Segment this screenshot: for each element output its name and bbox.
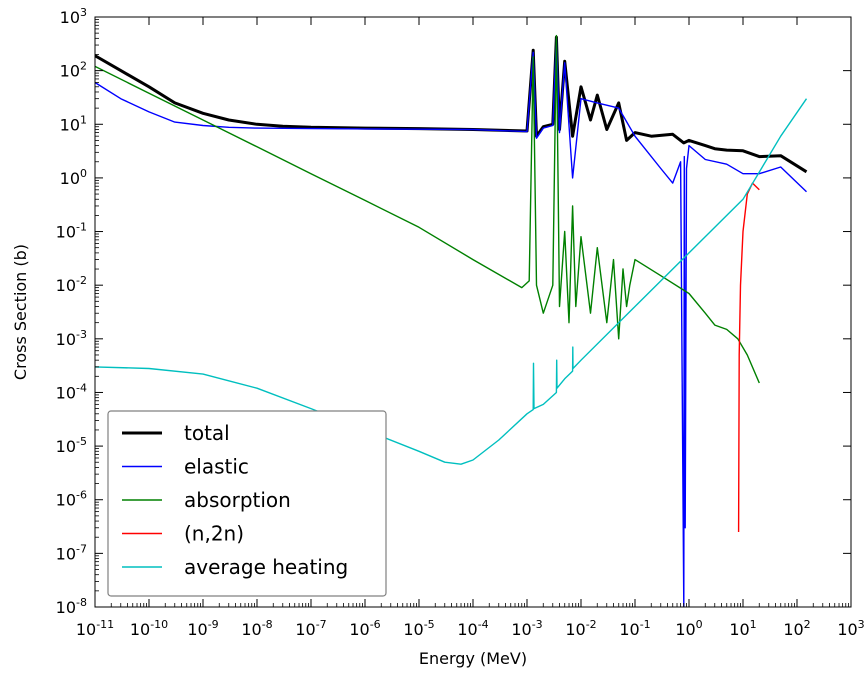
legend-box <box>107 410 387 597</box>
x-tick-label: 101 <box>729 618 756 639</box>
x-tick-label: 10-10 <box>130 618 168 639</box>
series-line-1 <box>95 37 807 607</box>
y-tick-label: 10-6 <box>56 489 87 510</box>
y-axis-label: Cross Section (b) <box>11 244 30 380</box>
legend: total elastic absorption (n,2n) average heat… <box>107 410 387 597</box>
series-line-0 <box>95 35 808 174</box>
x-axis-label: Energy (MeV) <box>419 649 527 668</box>
y-tick-label: 10-7 <box>56 542 87 563</box>
x-tick-label: 100 <box>675 618 702 639</box>
x-tick-label: 10-6 <box>349 618 380 639</box>
x-tick-label: 10-3 <box>511 618 542 639</box>
y-tick-label: 103 <box>60 6 87 27</box>
legend-label: average heating <box>184 555 348 579</box>
legend-label: absorption <box>184 488 291 512</box>
y-tick-label: 10-1 <box>56 221 87 242</box>
legend-label: elastic <box>184 455 249 479</box>
y-tick-label: 10-8 <box>56 596 87 617</box>
x-tick-label: 10-9 <box>187 618 218 639</box>
x-tick-label: 10-4 <box>457 618 488 639</box>
series-line-4 <box>95 98 808 465</box>
x-tick-label: 10-2 <box>565 618 596 639</box>
x-tick-label: 102 <box>783 618 810 639</box>
y-tick-label: 10-2 <box>56 274 87 295</box>
x-tick-label: 10-11 <box>76 618 114 639</box>
x-tick-label: 10-1 <box>619 618 650 639</box>
series-line-2 <box>95 34 760 384</box>
y-tick-label: 10-3 <box>56 328 87 349</box>
x-tick-label: 10-5 <box>403 618 434 639</box>
x-tick-label: 10-7 <box>295 618 326 639</box>
x-tick-label: 10-8 <box>241 618 272 639</box>
y-tick-label: 101 <box>60 113 87 134</box>
y-tick-label: 102 <box>60 60 87 81</box>
y-tick-label: 10-5 <box>56 435 87 456</box>
x-tick-label: 103 <box>837 618 864 639</box>
y-tick-label: 100 <box>60 167 87 188</box>
ticks-layer: 10-11 10-10 10-9 10-8 10-7 10-6 10-5 10-4 10-3 10… <box>56 6 865 639</box>
legend-label: total <box>184 421 230 445</box>
legend-label: (n,2n) <box>184 522 244 546</box>
y-tick-label: 10-4 <box>56 381 87 402</box>
